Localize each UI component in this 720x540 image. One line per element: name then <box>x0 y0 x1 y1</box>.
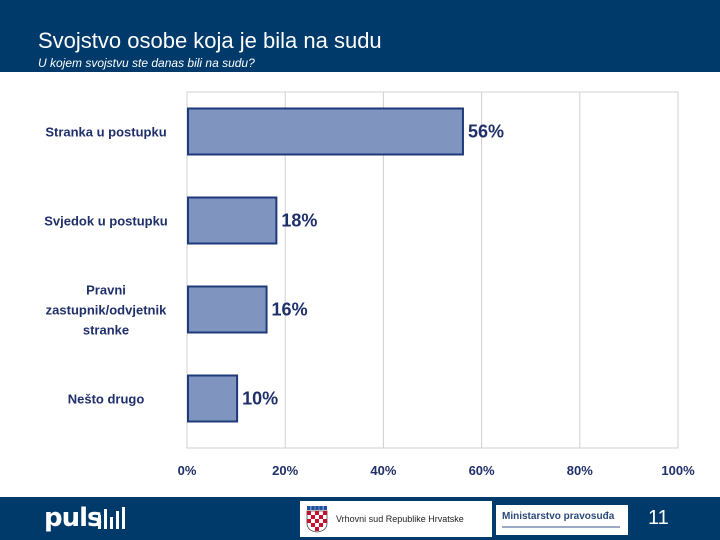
category-label: Stranka u postupku <box>45 125 166 140</box>
bar-value-label: 16% <box>272 300 308 320</box>
page-number: 11 <box>648 507 669 529</box>
ministry-logo-underline <box>502 526 620 528</box>
header-bar: Svojstvo osobe koja je bila na sudu U ko… <box>0 0 720 72</box>
puls-logo: puls <box>44 503 103 533</box>
ministry-logo: Ministarstvo pravosuđa <box>496 505 628 535</box>
category-label: Nešto drugo <box>68 392 145 407</box>
category-label: zastupnik/odvjetnik <box>46 303 167 318</box>
bar <box>187 196 278 245</box>
ministry-name: Ministarstvo pravosuđa <box>502 511 615 522</box>
page-subtitle: U kojem svojstvu ste danas bili na sudu? <box>38 56 255 70</box>
court-logo-box: Vrhovni sud Republike Hrvatske <box>300 501 492 537</box>
plot-frame <box>186 91 679 449</box>
court-name: Vrhovni sud Republike Hrvatske <box>336 514 464 524</box>
x-tick-label: 100% <box>661 463 695 478</box>
category-label: stranke <box>83 323 129 338</box>
bar-chart: 0% 20% 40% 60% 80% 100% 56% Stranka u postupku 1… <box>44 91 695 478</box>
category-label: Svjedok u postupku <box>44 214 168 229</box>
bar-value-label: 56% <box>468 122 504 142</box>
x-tick-label: 60% <box>469 463 495 478</box>
category-label: Pravni <box>86 283 126 298</box>
croatian-coat-of-arms-icon <box>306 506 328 533</box>
bar-value-label: 10% <box>242 389 278 409</box>
page-title: Svojstvo osobe koja je bila na sudu <box>38 28 382 53</box>
bar <box>187 285 268 334</box>
footer-bar: puls Vrhovni sud Republike Hrvatske Mini… <box>0 497 720 540</box>
puls-logo-bars-icon <box>98 507 125 529</box>
x-tick-label: 0% <box>178 463 197 478</box>
x-tick-label: 40% <box>370 463 396 478</box>
bar <box>187 374 239 423</box>
bar-value-label: 18% <box>281 211 317 231</box>
bar <box>187 107 464 156</box>
x-tick-label: 20% <box>272 463 298 478</box>
x-tick-label: 80% <box>567 463 593 478</box>
